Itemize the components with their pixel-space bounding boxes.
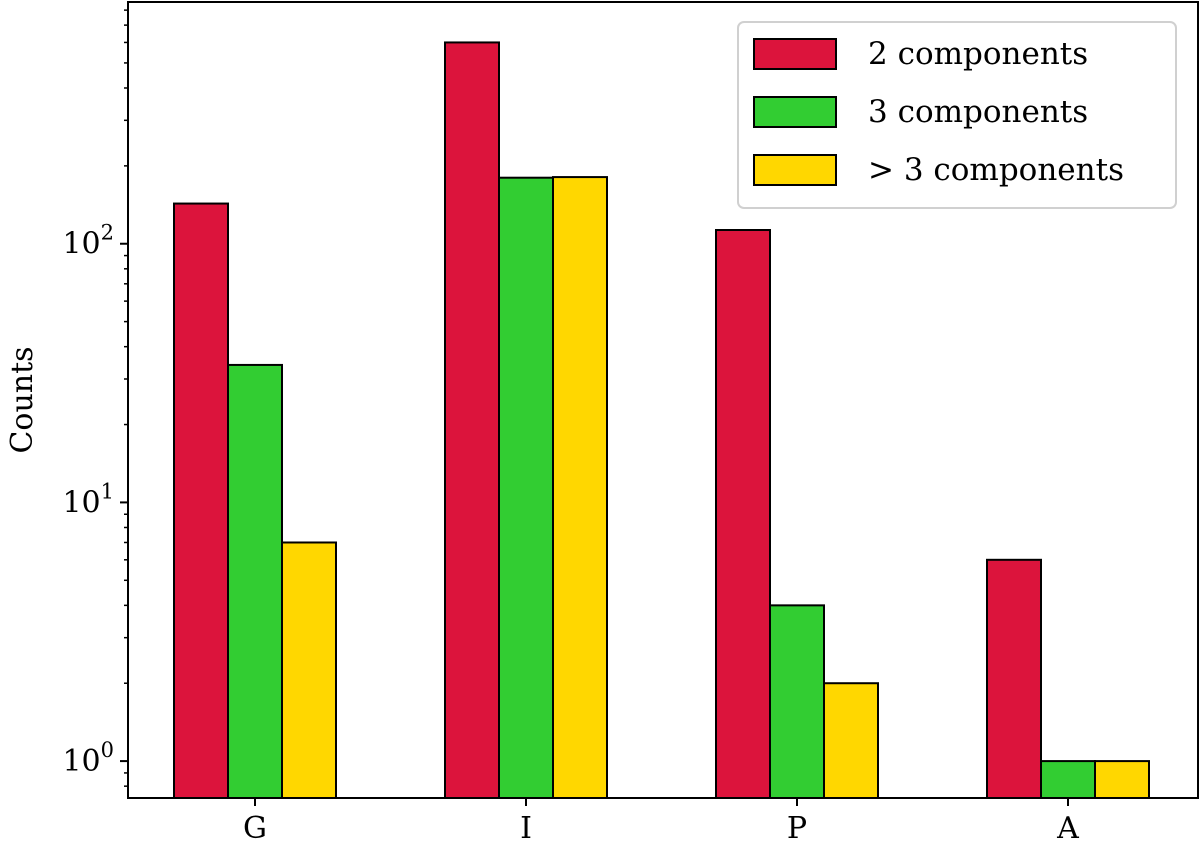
legend-swatch-1 [753,38,837,70]
bar-A-3 [1094,760,1150,800]
bar-P-3 [823,682,879,799]
bar-I-2 [498,176,554,799]
x-tick-label-G: G [243,811,267,846]
bar-A-1 [986,558,1042,799]
bar-I-3 [552,176,608,800]
x-tick-label-A: A [1056,811,1079,846]
legend-label-3: > 3 components [868,152,1124,188]
bar-A-2 [1040,760,1096,800]
x-tick-label-I: I [520,811,532,846]
legend-label-1: 2 components [868,36,1088,72]
legend-label-2: 3 components [868,94,1088,130]
y-axis-ticks: 100 101 102 [62,9,128,787]
plot-frame [127,1,1199,799]
bar-G-2 [227,363,283,799]
bar-G-1 [173,202,229,799]
bar-P-1 [715,229,771,799]
bar-I-1 [444,41,500,799]
legend-box [737,21,1177,209]
y-tick-label-2: 102 [62,221,114,262]
bar-P-2 [769,604,825,799]
x-tick-label-P: P [787,811,807,846]
y-tick-label-0: 100 [62,738,114,779]
legend: 2 components 3 components > 3 components [737,21,1177,209]
y-tick-label-1: 101 [62,479,114,520]
y-axis-label: Counts [5,346,40,453]
legend-swatch-3 [753,154,837,186]
legend-swatch-2 [753,96,837,128]
bars-layer [173,41,1150,800]
bar-G-3 [281,541,337,799]
